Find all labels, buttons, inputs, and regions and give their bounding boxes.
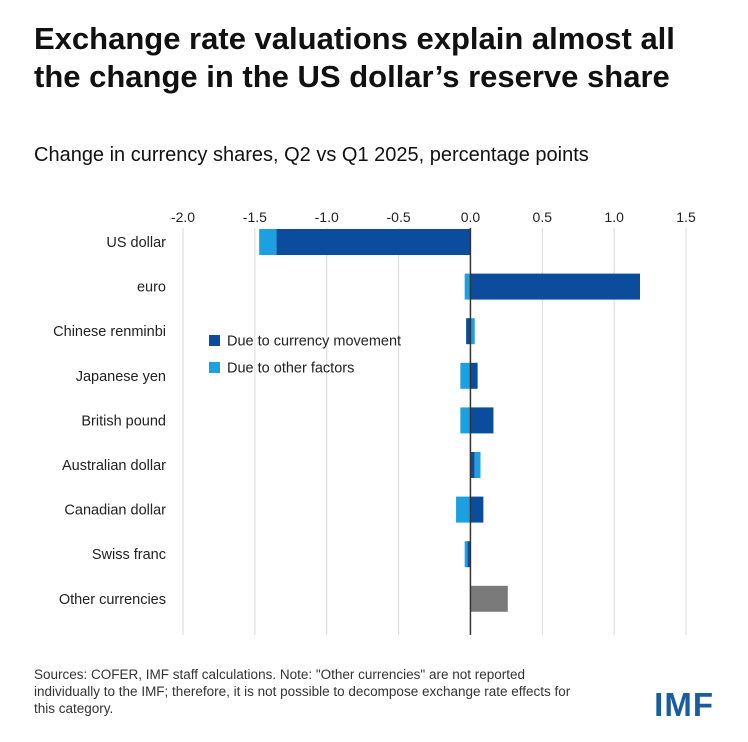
x-tick-label: 1.0: [604, 209, 624, 225]
chart-subtitle: Change in currency shares, Q2 vs Q1 2025…: [34, 144, 589, 166]
legend-swatch: [209, 335, 220, 346]
bar-currency-movement: [470, 273, 641, 300]
category-label: Swiss franc: [92, 547, 166, 563]
category-label: Canadian dollar: [64, 503, 166, 519]
bar-chart: -2.0 -1.5 -1.0 -0.5 0.0 0.5 1.0 1.5 US dollar eur…: [53, 209, 696, 635]
category-label: Japanese yen: [76, 369, 166, 385]
bar-other-factors: [456, 496, 471, 523]
bar-currency-movement: [276, 229, 471, 255]
chart-title: Exchange rate valuations explain almost …: [34, 21, 675, 94]
bar-other-factors: [464, 541, 468, 568]
category-label: Other currencies: [59, 592, 166, 608]
bar-other-factors: [464, 273, 471, 300]
bar-other-currencies: [470, 585, 508, 612]
bar-other-factors: [474, 452, 481, 478]
legend-swatch: [209, 362, 220, 373]
bar-currency-movement: [470, 452, 475, 478]
bar-other-factors: [259, 229, 277, 255]
bar-currency-movement: [470, 362, 478, 389]
bar-other-factors: [470, 318, 475, 345]
bar-currency-movement: [466, 318, 471, 345]
category-label: British pound: [81, 413, 166, 429]
bar-currency-movement: [470, 407, 494, 434]
legend-label: Due to currency movement: [227, 334, 401, 350]
x-tick-label: -2.0: [171, 209, 195, 225]
bar-other-factors: [460, 407, 471, 434]
category-label: Chinese renminbi: [53, 324, 166, 340]
x-tick-label: -0.5: [387, 209, 411, 225]
x-tick-label: -1.5: [243, 209, 267, 225]
bar-other-factors: [460, 362, 471, 389]
category-label: US dollar: [106, 235, 166, 251]
x-tick-label: 0.5: [533, 209, 553, 225]
bar-currency-movement: [470, 496, 484, 523]
x-tick-label: -1.0: [315, 209, 339, 225]
category-label: Australian dollar: [62, 458, 166, 474]
imf-logo: IMF: [654, 686, 714, 723]
x-tick-label: 1.5: [676, 209, 696, 225]
footer-note: Sources: COFER, IMF staff calculations. …: [34, 667, 571, 716]
category-label: euro: [137, 280, 166, 296]
bar-currency-movement: [467, 541, 471, 568]
legend-label: Due to other factors: [227, 361, 354, 377]
x-tick-label: 0.0: [461, 209, 481, 225]
